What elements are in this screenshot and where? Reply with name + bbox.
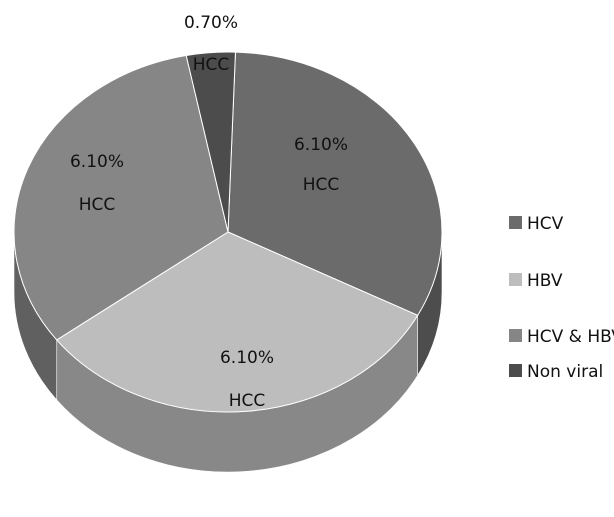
legend-label: Non viral <box>527 362 603 382</box>
legend-item-hbv: HBV <box>509 271 563 291</box>
slice-value-label: 0.70% <box>184 13 238 33</box>
pie-slice-hbv <box>55 231 419 413</box>
legend-swatch-hcv <box>509 216 522 229</box>
slice-value-label: 6.10% <box>70 152 124 172</box>
legend-item-hcv: HCV <box>509 214 564 234</box>
legend-item-non-viral: Non viral <box>509 362 603 382</box>
slice-label-non-viral: 0.70% HCC <box>184 13 238 75</box>
slice-label-hcv: 6.10% HCC <box>294 135 348 195</box>
legend-swatch-non-viral <box>509 364 522 377</box>
legend: HCV HBV HCV & HBV Non viral <box>509 214 614 382</box>
slice-label-hcv-hbv: 6.10% HCC <box>70 152 124 215</box>
slice-text-label: HCC <box>193 55 230 75</box>
legend-label: HCV & HBV <box>527 327 614 347</box>
slice-label-hbv: 6.10% HCC <box>220 348 274 411</box>
pie-slice-hcv-hbv <box>13 54 229 341</box>
legend-label: HBV <box>527 271 563 291</box>
pie-slice-hcv <box>227 51 443 316</box>
pie-slice-non-viral <box>185 51 236 233</box>
slice-value-label: 6.10% <box>220 348 274 368</box>
legend-swatch-hbv <box>509 273 522 286</box>
legend-item-hcv-hbv: HCV & HBV <box>509 327 614 347</box>
legend-label: HCV <box>527 214 564 234</box>
slice-value-label: 6.10% <box>294 135 348 155</box>
slice-text-label: HCC <box>303 175 340 195</box>
slice-text-label: HCC <box>79 195 116 215</box>
slice-text-label: HCC <box>229 391 266 411</box>
pie-slices <box>13 51 443 413</box>
legend-swatch-hcv-hbv <box>509 329 522 342</box>
